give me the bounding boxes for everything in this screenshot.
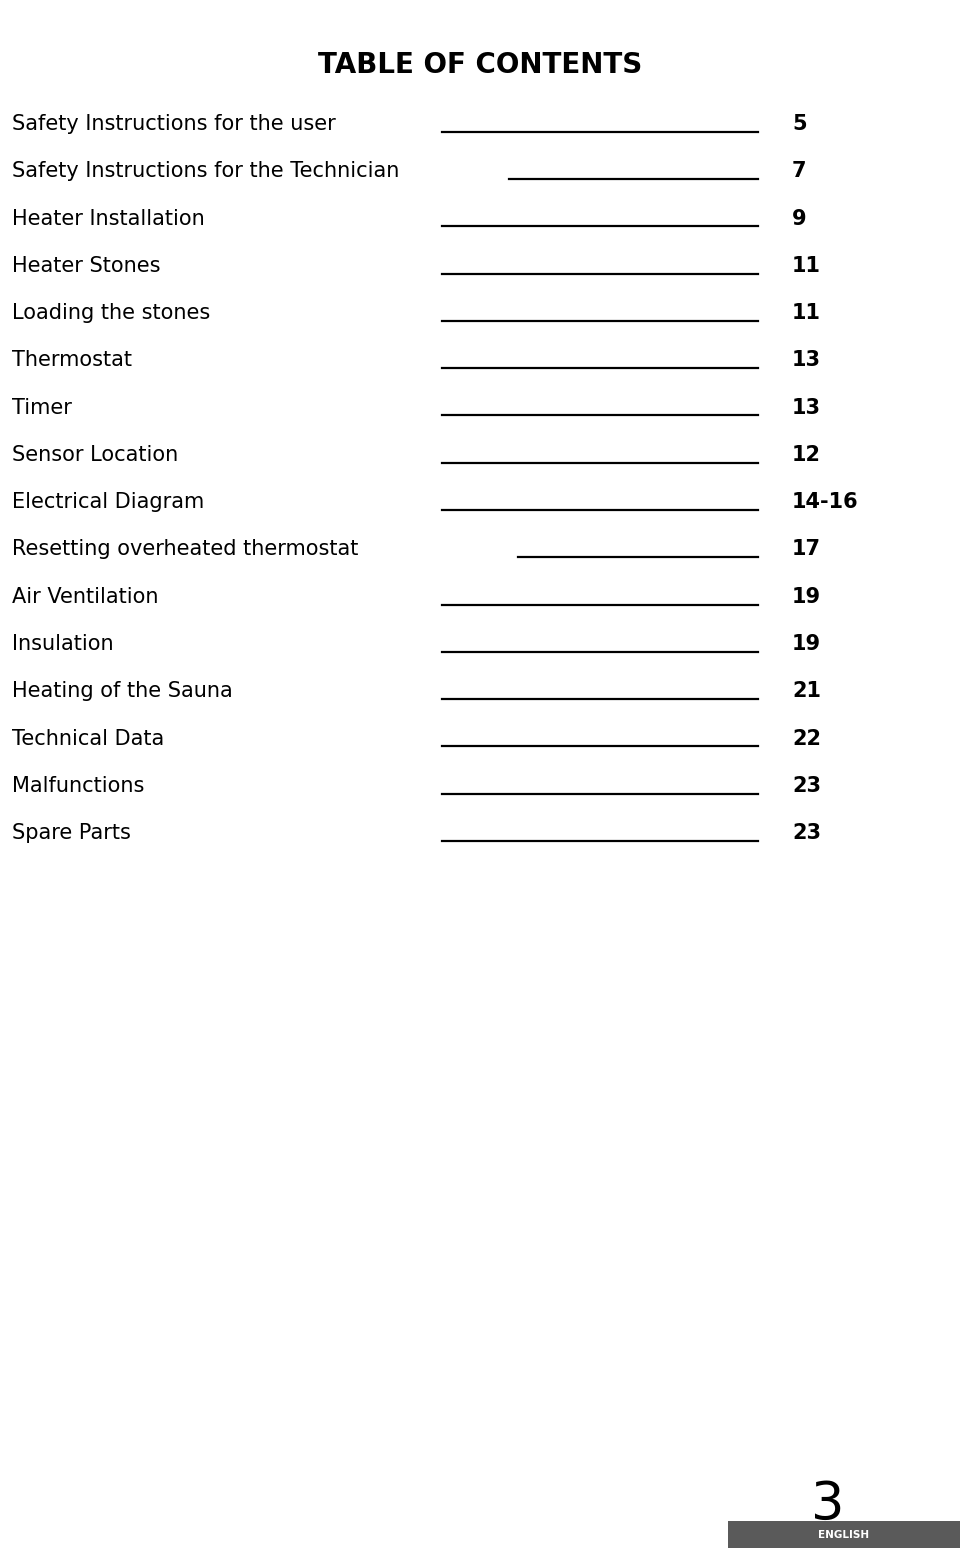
Text: TABLE OF CONTENTS: TABLE OF CONTENTS bbox=[318, 51, 642, 79]
Text: 19: 19 bbox=[792, 634, 821, 654]
Text: 12: 12 bbox=[792, 445, 821, 465]
Text: ENGLISH: ENGLISH bbox=[818, 1530, 870, 1539]
Text: 5: 5 bbox=[792, 115, 806, 133]
FancyBboxPatch shape bbox=[728, 1521, 960, 1548]
Text: 11: 11 bbox=[792, 304, 821, 322]
Text: Safety Instructions for the user: Safety Instructions for the user bbox=[12, 115, 335, 133]
Text: Heating of the Sauna: Heating of the Sauna bbox=[12, 682, 232, 701]
Text: Technical Data: Technical Data bbox=[12, 728, 164, 749]
Text: Safety Instructions for the Technician: Safety Instructions for the Technician bbox=[12, 161, 399, 181]
Text: 13: 13 bbox=[792, 398, 821, 417]
Text: Electrical Diagram: Electrical Diagram bbox=[12, 493, 204, 512]
Text: Insulation: Insulation bbox=[12, 634, 113, 654]
Text: Heater Stones: Heater Stones bbox=[12, 256, 160, 276]
Text: 7: 7 bbox=[792, 161, 806, 181]
Text: 11: 11 bbox=[792, 256, 821, 276]
Text: 9: 9 bbox=[792, 209, 806, 228]
Text: Heater Installation: Heater Installation bbox=[12, 209, 204, 228]
Text: Timer: Timer bbox=[12, 398, 71, 417]
Text: 23: 23 bbox=[792, 823, 821, 843]
Text: 23: 23 bbox=[792, 777, 821, 795]
Text: 21: 21 bbox=[792, 682, 821, 701]
Text: 19: 19 bbox=[792, 587, 821, 606]
Text: 14-16: 14-16 bbox=[792, 493, 858, 512]
Text: Sensor Location: Sensor Location bbox=[12, 445, 178, 465]
Text: Malfunctions: Malfunctions bbox=[12, 777, 144, 795]
Text: Spare Parts: Spare Parts bbox=[12, 823, 131, 843]
Text: 13: 13 bbox=[792, 350, 821, 370]
Text: Loading the stones: Loading the stones bbox=[12, 304, 210, 322]
Text: Air Ventilation: Air Ventilation bbox=[12, 587, 158, 606]
Text: 17: 17 bbox=[792, 539, 821, 560]
Text: 22: 22 bbox=[792, 728, 821, 749]
Text: Resetting overheated thermostat: Resetting overheated thermostat bbox=[12, 539, 358, 560]
Text: 3: 3 bbox=[811, 1479, 844, 1531]
Text: Thermostat: Thermostat bbox=[12, 350, 132, 370]
